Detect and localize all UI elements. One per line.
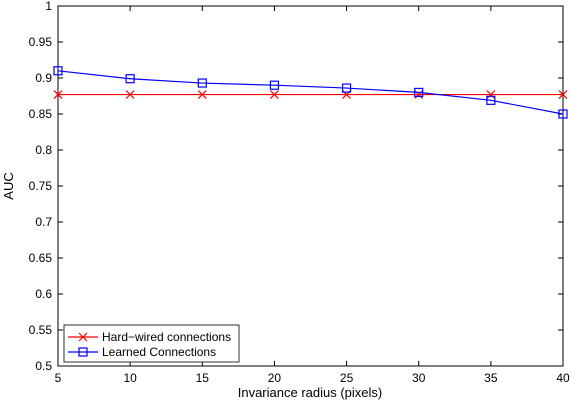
y-tick-label: 0.75 [29,179,53,193]
data-point [269,80,280,90]
data-point [558,90,568,99]
legend-item: Learned Connections [68,345,216,359]
x-tick-label: 10 [123,371,137,385]
series-learned [53,66,568,119]
data-point [486,90,496,99]
y-axis-label: AUC [1,172,16,199]
y-tick-label: 0.55 [29,323,53,337]
series-layer [53,66,568,119]
x-axis-label: Invariance radius (pixels) [238,385,383,400]
series-hard-wired [53,90,568,99]
data-point [125,90,135,99]
plot-area [57,5,564,367]
data-point [486,95,496,105]
y-tick-label: 0.9 [35,71,52,85]
legend-box [63,324,240,363]
y-tick-label: 0.95 [29,35,53,49]
y-tick-label: 0.6 [35,287,52,301]
data-point [125,74,135,84]
legend-label: Learned Connections [102,345,216,359]
y-tick-label: 0.85 [29,107,53,121]
axis-ticks: 5 10 15 20 25 30 35 40 0.5 0.55 0.6 0.65 0.7 0.75 0.8 0… [29,0,570,385]
data-point [414,87,424,98]
legend-item: Hard−wired connections [68,330,231,344]
data-point [197,78,207,88]
data-point [341,83,352,93]
x-tick-label: 20 [268,371,282,385]
y-tick-label: 0.8 [35,143,52,157]
x-tick-label: 25 [340,371,354,385]
y-tick-label: 1 [45,0,52,13]
x-tick-label: 5 [55,371,62,385]
data-point [53,90,63,99]
y-tick-label: 0.7 [35,215,52,229]
x-tick-label: 15 [196,371,210,385]
data-point [270,90,279,99]
data-point [197,90,207,99]
data-point [53,66,63,76]
x-tick-label: 30 [412,371,426,385]
x-tick-label: 40 [556,371,570,385]
data-point [558,109,568,119]
y-tick-label: 0.5 [35,359,52,373]
series-line [57,70,564,115]
legend-marker [78,347,88,357]
legend-marker [78,332,88,342]
y-tick-label: 0.65 [29,251,53,265]
x-tick-label: 35 [484,371,498,385]
legend-label: Hard−wired connections [102,330,231,344]
